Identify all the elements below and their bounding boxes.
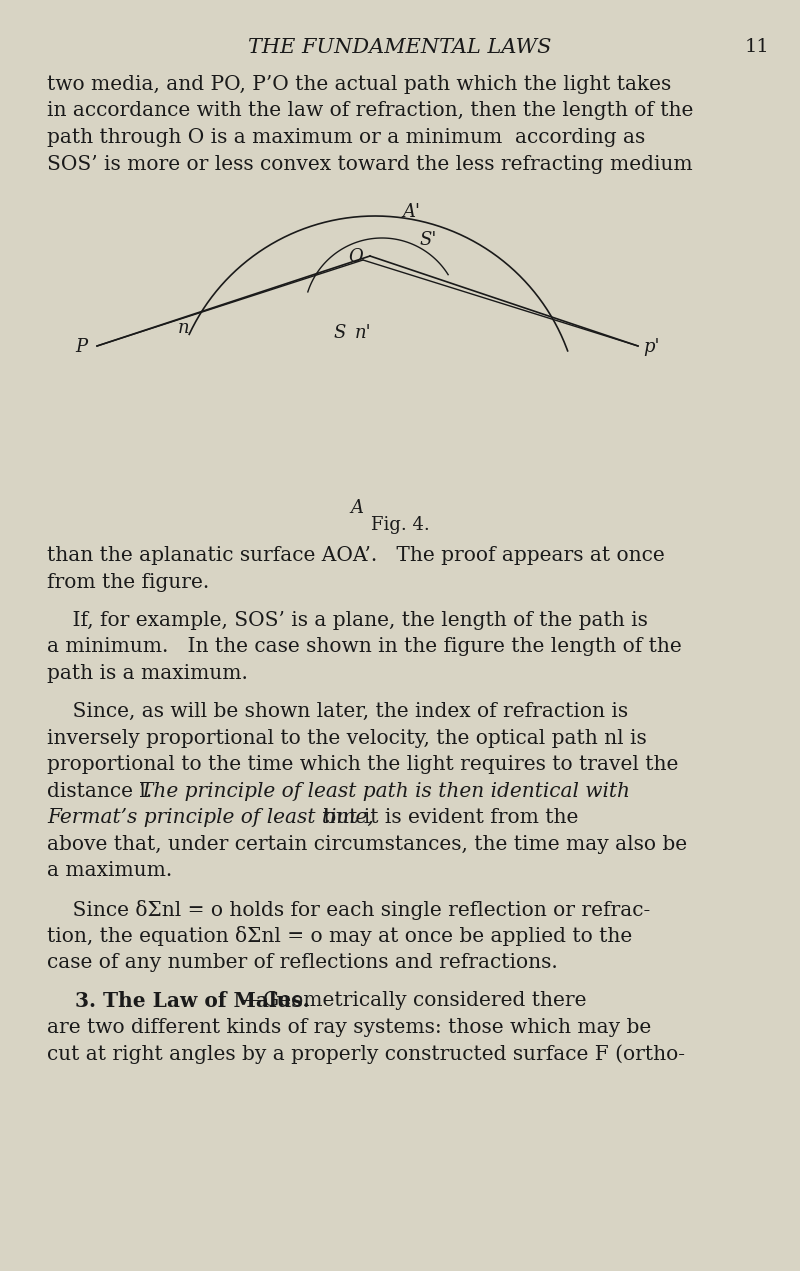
Text: tion, the equation δΣnl = o may at once be applied to the: tion, the equation δΣnl = o may at once …: [47, 927, 632, 947]
Text: THE FUNDAMENTAL LAWS: THE FUNDAMENTAL LAWS: [248, 38, 552, 57]
Text: inversely proportional to the velocity, the optical path nl is: inversely proportional to the velocity, …: [47, 728, 646, 747]
Text: S': S': [419, 231, 436, 249]
Text: Fermat’s principle of least time,: Fermat’s principle of least time,: [47, 808, 374, 827]
Text: from the figure.: from the figure.: [47, 572, 210, 591]
Text: path through O is a maximum or a minimum  according as: path through O is a maximum or a minimum…: [47, 128, 646, 147]
Text: above that, under certain circumstances, the time may also be: above that, under certain circumstances,…: [47, 835, 687, 854]
Text: —Geometrically considered there: —Geometrically considered there: [243, 991, 586, 1010]
Text: Since, as will be shown later, the index of refraction is: Since, as will be shown later, the index…: [47, 703, 628, 722]
Text: two media, and PO, P’O the actual path which the light takes: two media, and PO, P’O the actual path w…: [47, 75, 671, 94]
Text: a maximum.: a maximum.: [47, 862, 172, 881]
Text: The principle of least path is then identical with: The principle of least path is then iden…: [140, 782, 630, 801]
Text: Since δΣnl = o holds for each single reflection or refrac-: Since δΣnl = o holds for each single ref…: [47, 900, 650, 920]
Text: distance l.: distance l.: [47, 782, 171, 801]
Text: O: O: [348, 248, 362, 266]
Text: path is a maximum.: path is a maximum.: [47, 663, 248, 683]
Text: but it is evident from the: but it is evident from the: [317, 808, 578, 827]
Text: 11: 11: [745, 38, 770, 56]
Text: S: S: [333, 324, 346, 342]
Text: cut at right angles by a properly constructed surface F (ortho-: cut at right angles by a properly constr…: [47, 1045, 685, 1064]
Text: SOS’ is more or less convex toward the less refracting medium: SOS’ is more or less convex toward the l…: [47, 155, 693, 174]
Text: A': A': [402, 203, 420, 221]
Text: proportional to the time which the light requires to travel the: proportional to the time which the light…: [47, 755, 678, 774]
Text: p': p': [643, 338, 659, 356]
Text: P: P: [75, 338, 87, 356]
Text: than the aplanatic surface AOA’.   The proof appears at once: than the aplanatic surface AOA’. The pro…: [47, 547, 665, 566]
Text: a minimum.   In the case shown in the figure the length of the: a minimum. In the case shown in the figu…: [47, 638, 682, 656]
Text: If, for example, SOS’ is a plane, the length of the path is: If, for example, SOS’ is a plane, the le…: [47, 611, 648, 630]
Text: n: n: [178, 319, 190, 337]
Text: case of any number of reflections and refractions.: case of any number of reflections and re…: [47, 953, 558, 972]
Text: A: A: [350, 500, 363, 517]
Text: are two different kinds of ray systems: those which may be: are two different kinds of ray systems: …: [47, 1018, 651, 1037]
Text: n': n': [355, 324, 372, 342]
Text: in accordance with the law of refraction, then the length of the: in accordance with the law of refraction…: [47, 102, 694, 121]
Text: 3. The Law of Malus.: 3. The Law of Malus.: [47, 991, 310, 1012]
Text: Fig. 4.: Fig. 4.: [370, 516, 430, 534]
